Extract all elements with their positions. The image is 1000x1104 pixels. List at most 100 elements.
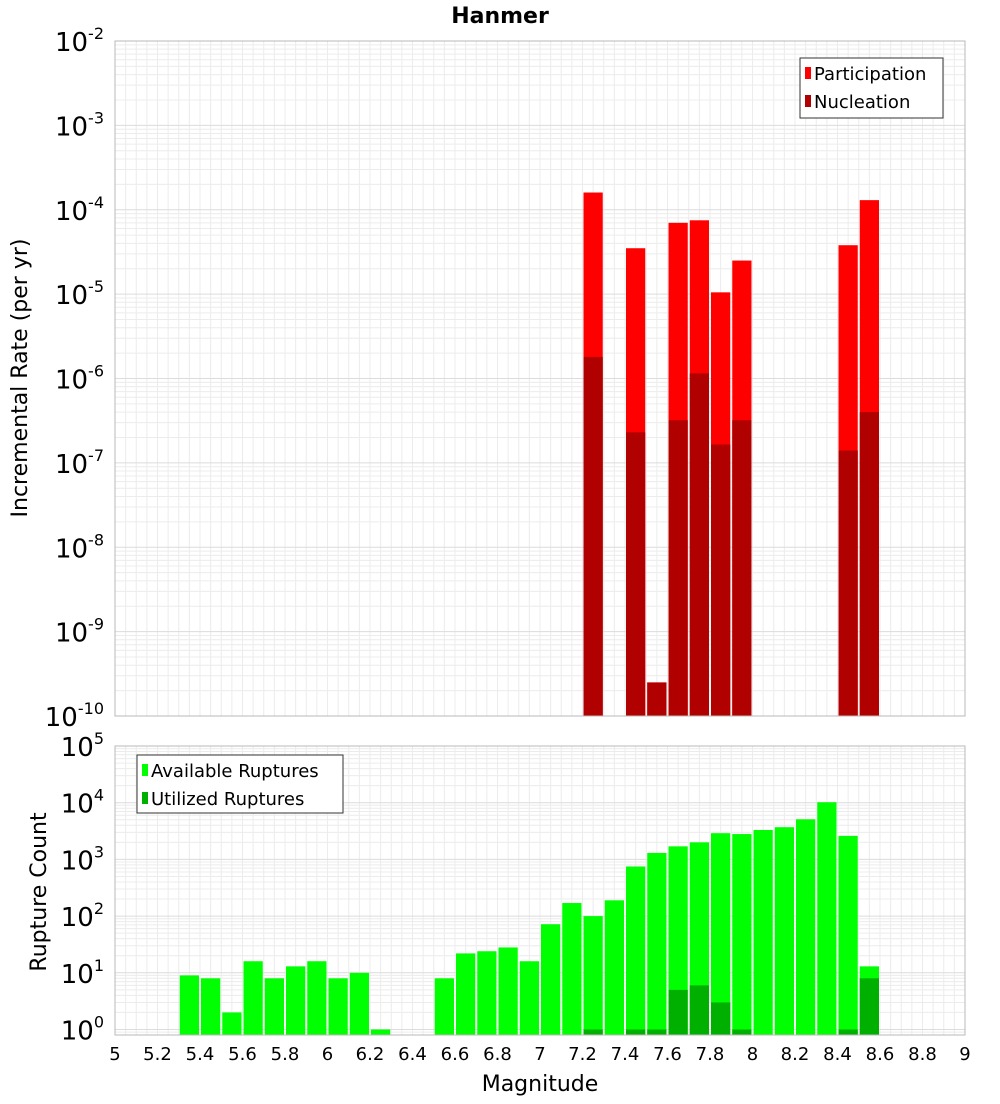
bar-primary (264, 978, 284, 1035)
x-tick-label: 7.4 (611, 1044, 640, 1065)
bar-primary (243, 961, 263, 1035)
y-tick-label: 10-8 (55, 530, 104, 564)
bar-secondary (838, 1029, 858, 1035)
legend-swatch (142, 764, 148, 776)
bar-primary (796, 819, 816, 1035)
y-tick-label: 103 (61, 842, 104, 876)
bar-primary (541, 924, 561, 1035)
x-tick-label: 7 (534, 1044, 545, 1065)
legend-box (136, 754, 344, 814)
x-tick-label: 7.2 (568, 1044, 597, 1065)
y-tick-label: 104 (61, 786, 104, 820)
legend-swatch (805, 95, 811, 107)
y-tick-label: 102 (61, 899, 104, 933)
x-tick-label: 6.2 (356, 1044, 385, 1065)
y-tick-label: 10-9 (55, 615, 104, 649)
bar-primary (753, 830, 773, 1035)
bar-primary (817, 802, 837, 1035)
x-tick-label: 8.8 (908, 1044, 937, 1065)
bar-primary (434, 978, 454, 1035)
bar-secondary (583, 356, 603, 716)
y-tick-label: 10-5 (55, 277, 104, 311)
y-tick-label: 10-7 (55, 446, 104, 480)
y-tick-label: 10-4 (55, 193, 104, 227)
bar-primary (711, 833, 731, 1035)
bar-primary (626, 866, 646, 1035)
x-tick-label: 6.4 (398, 1044, 427, 1065)
bar-secondary (668, 420, 688, 716)
bar-secondary (732, 1029, 752, 1035)
x-tick-label: 6.8 (483, 1044, 512, 1065)
bar-primary (498, 947, 518, 1035)
bar-secondary (711, 444, 731, 716)
legend: Available Ruptures Utilized Ruptures (136, 754, 344, 814)
y-tick-label: 101 (61, 956, 104, 990)
plot-frame (114, 40, 966, 717)
x-tick-label: 5.8 (271, 1044, 300, 1065)
bar-secondary (711, 1002, 731, 1035)
bar-primary (668, 846, 688, 1035)
bar-secondary (732, 420, 752, 716)
legend-entry: Nucleation (814, 92, 910, 113)
bar-secondary (689, 373, 709, 716)
bar-secondary (583, 1029, 603, 1035)
x-tick-label: 7.8 (696, 1044, 725, 1065)
x-tick-label: 5.2 (143, 1044, 172, 1065)
legend-entry: Available Ruptures (151, 761, 319, 782)
legend-entry: Utilized Ruptures (151, 789, 304, 810)
x-tick-label: 6.6 (441, 1044, 470, 1065)
y-tick-label: 105 (61, 729, 104, 763)
legend-box (799, 57, 944, 119)
bar-primary (562, 903, 582, 1035)
bar-primary (774, 827, 794, 1035)
bar-secondary (647, 682, 667, 716)
x-tick-label: 6 (322, 1044, 333, 1065)
x-tick-label: 5 (109, 1044, 120, 1065)
plot-panel-0: 10-10 10-9 10-8 10-7 10-6 10-5 10-4 10-3 10-2 Par… (45, 24, 966, 733)
x-axis-label: Magnitude (482, 1072, 599, 1097)
y-tick-label: 10-3 (55, 108, 104, 142)
x-tick-label: 9 (959, 1044, 970, 1065)
bar-primary (286, 966, 306, 1035)
bar-primary (179, 975, 199, 1035)
bar-secondary (689, 985, 709, 1035)
x-tick-label: 7.6 (653, 1044, 682, 1065)
x-tick-label: 8.2 (781, 1044, 810, 1065)
y-tick-label: 10-2 (55, 24, 104, 58)
x-tick-label: 8.6 (866, 1044, 895, 1065)
chart-title: Hanmer (451, 4, 549, 29)
bar-secondary (626, 1029, 646, 1035)
bar-secondary (668, 989, 688, 1035)
bar-secondary (859, 412, 879, 716)
bar-primary (349, 972, 369, 1035)
bar-primary (477, 951, 497, 1035)
bar-primary (583, 916, 603, 1035)
bar-secondary (647, 1029, 667, 1035)
x-tick-label: 5.6 (228, 1044, 257, 1065)
legend-swatch (142, 792, 148, 804)
bar-secondary (626, 432, 646, 716)
y-tick-label: 10-10 (45, 699, 104, 733)
bar-primary (604, 900, 624, 1035)
plot-panel-1: 100 101 102 103 104 105 Available Ruptures Util… (61, 729, 966, 1047)
plot-frame (114, 745, 966, 1036)
bar-secondary (859, 978, 879, 1035)
bar-primary (371, 1029, 391, 1035)
x-tick-label: 8.4 (823, 1044, 852, 1065)
legend: Participation Nucleation (799, 57, 944, 119)
bar-primary (519, 961, 539, 1035)
bar-primary (307, 961, 327, 1035)
y-tick-label: 100 (61, 1013, 104, 1047)
y-tick-label: 10-6 (55, 362, 104, 396)
x-tick-label: 8 (747, 1044, 758, 1065)
bar-primary (838, 835, 858, 1035)
bar-primary (647, 852, 667, 1035)
bar-primary (732, 834, 752, 1035)
bottom-y-axis-label: Rupture Count (27, 812, 52, 972)
legend-swatch (805, 67, 811, 79)
bar-secondary (838, 450, 858, 716)
x-tick-label: 5.4 (186, 1044, 215, 1065)
bar-primary (222, 1012, 242, 1035)
